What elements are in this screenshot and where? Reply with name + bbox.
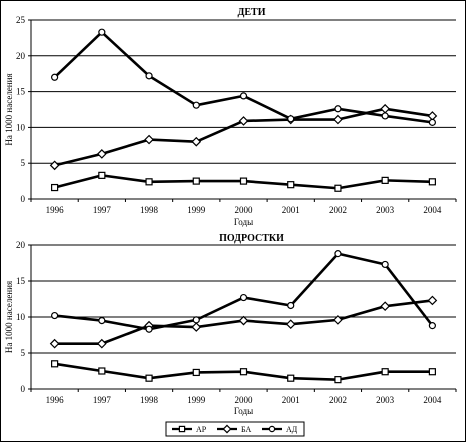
data-point-АР [145,178,153,186]
data-point-АР [51,183,59,192]
legend-circle-icon [268,425,276,433]
data-point-АР [98,171,106,179]
x-axis-label: Годы [234,217,253,227]
x-tick-label: 2004 [423,205,442,215]
legend-label-АД: АД [286,425,298,434]
data-point-БА [427,111,438,121]
legend-square-icon [178,425,186,433]
data-point-БА [380,301,391,312]
data-point-АД [239,92,248,100]
data-point-АР [334,184,342,192]
data-point-АР [334,376,342,384]
y-axis-label: На 1000 населения [4,73,14,145]
data-point-АД [192,101,200,109]
data-point-АР [192,177,200,185]
data-point-АР [287,181,295,189]
data-point-БА [285,319,296,330]
data-point-АД [239,293,248,302]
data-point-АД [428,118,436,126]
data-point-БА [191,136,202,147]
data-point-АР [287,374,295,382]
x-tick-label: 2001 [282,395,300,405]
data-point-АД [51,73,59,81]
y-tick-label: 0 [21,384,26,394]
x-tick-label: 2002 [329,395,347,405]
data-point-АД [381,260,389,269]
legend-label-БА: БА [241,425,251,434]
chart-title: ПОДРОСТКИ [219,233,284,244]
data-point-БА [144,134,154,145]
data-point-АД [98,28,106,36]
data-point-АД [334,250,342,258]
x-tick-label: 2000 [235,205,254,215]
data-point-АР [192,368,200,377]
data-point-АД [98,317,106,325]
data-point-БА [49,160,60,171]
series-line-АД [53,30,433,124]
data-point-АД [334,105,342,113]
data-point-АД [381,112,389,120]
x-tick-label: 1996 [46,205,65,215]
x-tick-label: 1999 [187,205,206,215]
legend: АР БА АД [165,421,305,437]
y-tick-label: 5 [21,348,26,358]
y-tick-label: 15 [16,276,26,286]
x-tick-label: 2004 [423,395,442,405]
y-tick-label: 5 [21,158,26,168]
y-axis-label: На 1000 населения [4,281,14,353]
x-tick-label: 1999 [187,395,206,405]
y-tick-label: 10 [16,312,26,322]
data-point-АР [145,374,153,382]
data-point-АД [287,301,295,310]
data-point-АР [51,360,59,368]
data-point-АР [381,176,389,184]
chart-0: ДЕТИ 0 5 10 15 20 25 1996 1997 1998 1999 2000 2001 20… [4,7,457,227]
data-point-АР [239,368,248,376]
y-tick-label: 20 [16,51,26,61]
data-point-БА [380,103,391,114]
data-point-БА [333,114,343,125]
x-tick-label: 1998 [140,395,159,405]
y-tick-label: 20 [16,240,26,250]
y-tick-label: 10 [16,122,26,132]
data-point-АД [51,311,59,320]
chart-1: ПОДРОСТКИ 0 5 10 15 20 1996 1997 1998 1999 2000 200… [4,233,457,416]
data-point-БА [96,338,107,349]
data-point-БА [191,322,202,332]
data-point-АР [381,368,389,376]
y-tick-label: 15 [16,87,26,97]
data-point-БА [238,315,249,326]
x-tick-label: 1996 [46,395,65,405]
data-point-АР [239,177,248,185]
y-tick-label: 25 [16,15,26,25]
data-point-АД [145,325,153,333]
data-point-АР [428,178,436,186]
legend-diamond-icon [222,424,232,434]
legend-label-АР: АР [196,425,207,434]
data-point-БА [333,315,343,325]
x-tick-label: 1998 [140,205,159,215]
y-tick-label: 0 [21,194,26,204]
data-point-АД [428,322,436,330]
x-tick-label: 1997 [93,395,112,405]
x-tick-label: 2000 [235,395,254,405]
data-point-АР [428,368,436,376]
data-point-АД [287,115,295,123]
data-point-БА [427,295,438,306]
x-tick-label: 2002 [329,205,347,215]
data-point-БА [49,338,60,349]
data-point-АД [145,72,153,80]
data-point-АР [98,367,106,375]
x-tick-label: 2001 [282,205,300,215]
chart-title: ДЕТИ [238,7,266,18]
data-point-БА [238,116,249,126]
data-point-БА [96,149,107,159]
x-tick-label: 2003 [376,395,395,405]
x-tick-label: 2003 [376,205,395,215]
data-point-АД [192,316,200,324]
x-axis-label: Годы [234,406,253,416]
x-tick-label: 1997 [93,205,112,215]
